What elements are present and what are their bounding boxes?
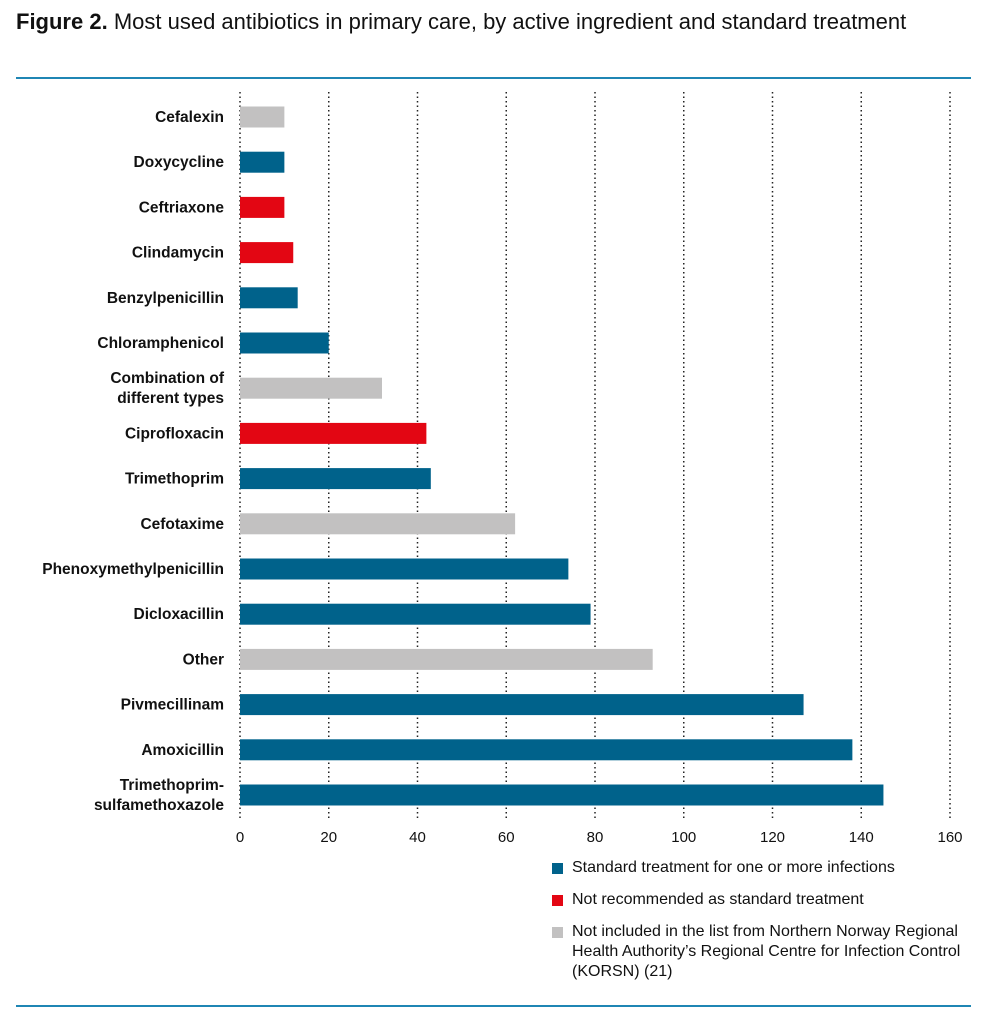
bar: [240, 242, 294, 264]
bar: [240, 151, 285, 173]
bar: [240, 784, 884, 806]
x-tick-label: 20: [320, 829, 337, 846]
bar: [240, 558, 569, 580]
bottom-rule: [16, 1005, 971, 1007]
legend-item: Not included in the list from Northern N…: [552, 922, 972, 982]
x-tick-label: 40: [409, 829, 426, 846]
legend-label: Not included in the list from Northern N…: [572, 923, 961, 980]
bar: [240, 106, 285, 128]
category-label: Phenoxymethylpenicillin: [42, 561, 224, 578]
bar: [240, 694, 804, 716]
category-label: Ciprofloxacin: [125, 425, 224, 442]
legend-item: Not recommended as standard treatment: [552, 890, 972, 910]
x-tick-label: 120: [760, 829, 785, 846]
category-label: Dicloxacillin: [134, 606, 224, 623]
figure-title: Figure 2. Most used antibiotics in prima…: [16, 8, 916, 35]
legend-label: Standard treatment for one or more infec…: [572, 859, 895, 876]
category-label: Trimethoprim: [125, 471, 224, 488]
legend-label: Not recommended as standard treatment: [572, 891, 864, 908]
bar: [240, 422, 427, 444]
bar: [240, 648, 653, 670]
figure-label: Figure 2.: [16, 9, 108, 34]
category-label: Cefotaxime: [140, 516, 224, 533]
x-tick-label: 60: [498, 829, 515, 846]
bar: [240, 468, 431, 490]
bar: [240, 739, 853, 761]
category-label: Trimethoprim-: [120, 777, 224, 794]
category-label: Amoxicillin: [141, 742, 224, 759]
legend-swatch: [552, 927, 563, 938]
bar: [240, 287, 298, 309]
legend: Standard treatment for one or more infec…: [552, 858, 972, 994]
category-label: sulfamethoxazole: [94, 797, 224, 814]
top-rule: [16, 77, 971, 79]
x-tick-label: 80: [587, 829, 604, 846]
bar: [240, 603, 591, 625]
x-tick-label: 100: [671, 829, 696, 846]
category-label: different types: [117, 390, 224, 407]
bar: [240, 377, 382, 399]
bar: [240, 513, 516, 535]
legend-swatch: [552, 895, 563, 906]
figure-caption: Most used antibiotics in primary care, b…: [113, 9, 907, 34]
x-tick-label: 140: [849, 829, 874, 846]
category-label: Cefalexin: [155, 109, 224, 126]
category-label: Benzylpenicillin: [107, 290, 224, 307]
bar: [240, 196, 285, 218]
category-label: Other: [183, 651, 224, 668]
category-label: Pivmecillinam: [121, 697, 224, 714]
category-label: Clindamycin: [132, 245, 224, 262]
category-label: Doxycycline: [134, 154, 225, 171]
legend-swatch: [552, 863, 563, 874]
category-label: Combination of: [110, 370, 224, 387]
x-tick-label: 0: [236, 829, 244, 846]
category-label: Ceftriaxone: [139, 199, 225, 216]
x-tick-label: 160: [937, 829, 962, 846]
category-label: Chloramphenicol: [97, 335, 224, 352]
bar: [240, 332, 329, 354]
legend-item: Standard treatment for one or more infec…: [552, 858, 972, 878]
